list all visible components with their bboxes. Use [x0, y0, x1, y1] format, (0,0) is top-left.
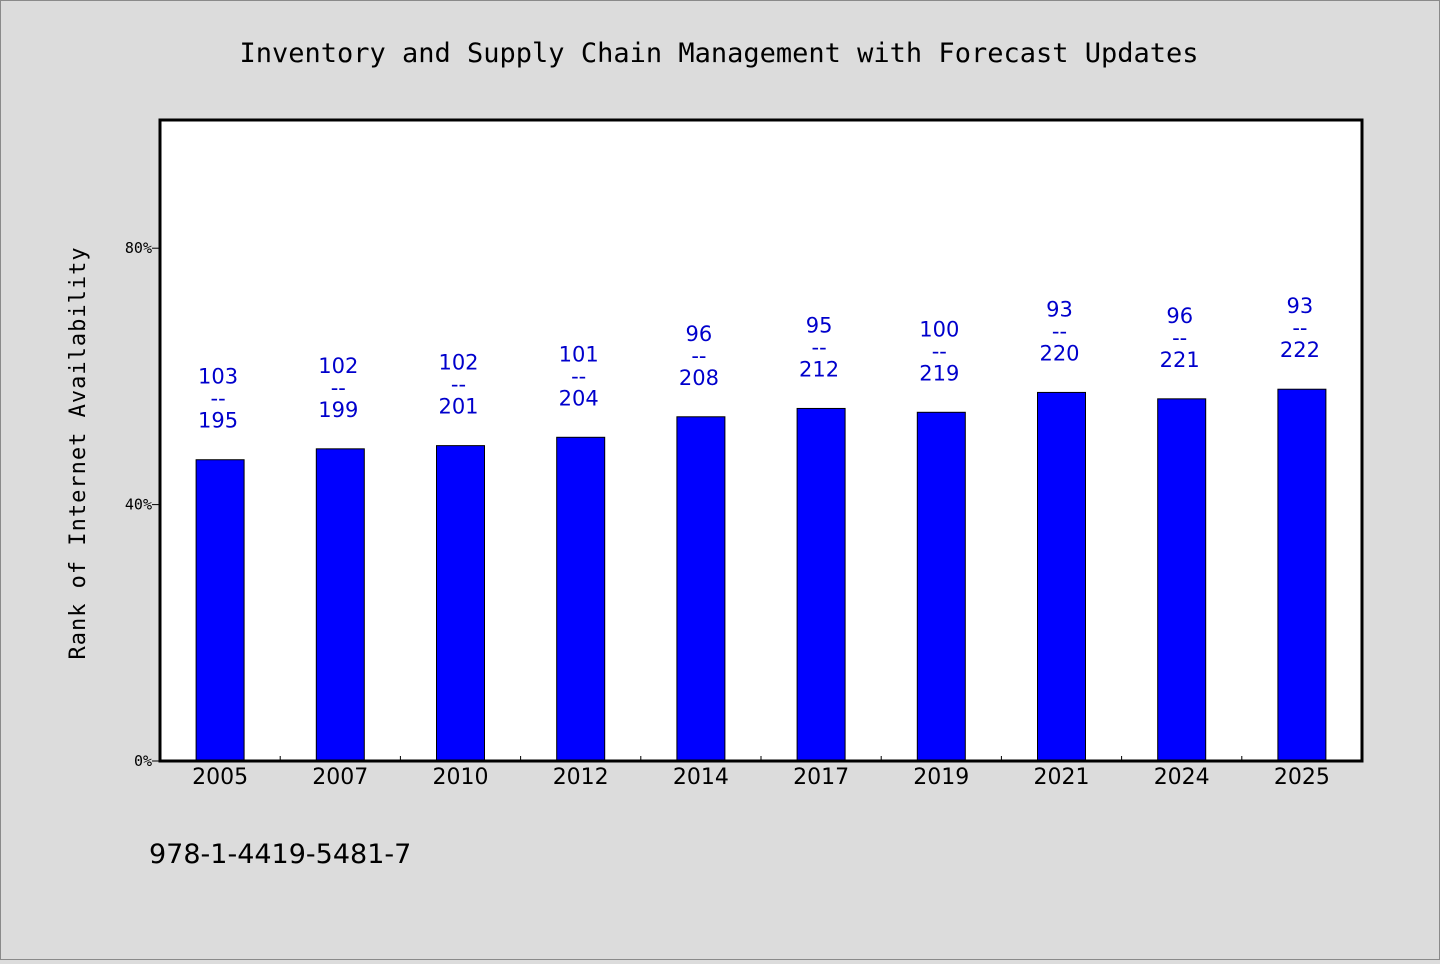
- data-label-2021-numerator: 93: [1046, 297, 1073, 321]
- data-label-2007-numerator: 102: [318, 354, 358, 378]
- data-label-2025-separator: --: [1292, 316, 1307, 340]
- bars-layer: [195, 388, 1327, 762]
- x-tick-label-2010: 2010: [433, 765, 489, 790]
- data-label-2014-numerator: 96: [686, 322, 713, 346]
- data-label-2017-numerator: 95: [806, 313, 833, 337]
- x-tick-label-2005: 2005: [192, 765, 248, 790]
- bar-2010: [436, 445, 485, 762]
- y-tick-label: 80%: [125, 239, 152, 257]
- data-label-2021-denominator: 220: [1039, 341, 1079, 365]
- data-label-2024-denominator: 221: [1160, 348, 1200, 372]
- data-label-2014-denominator: 208: [679, 366, 719, 390]
- data-label-2010-denominator: 201: [438, 395, 478, 419]
- x-tick-label-2017: 2017: [793, 765, 849, 790]
- y-tick-label: 40%: [125, 496, 152, 514]
- data-label-2014-separator: --: [691, 344, 706, 368]
- data-label-2019-separator: --: [932, 339, 947, 363]
- bar-2021: [1037, 391, 1086, 762]
- data-label-2010-numerator: 102: [438, 351, 478, 375]
- data-label-2012-separator: --: [571, 364, 586, 388]
- bar-2005: [195, 459, 245, 762]
- data-label-2019-numerator: 100: [919, 317, 959, 341]
- x-tick-label-2014: 2014: [673, 765, 729, 790]
- data-label-2007-denominator: 199: [318, 398, 358, 422]
- bar-2014: [676, 416, 726, 762]
- data-label-2025-numerator: 93: [1287, 294, 1314, 318]
- data-label-2024-numerator: 96: [1166, 304, 1193, 328]
- data-label-2025-denominator: 222: [1280, 338, 1320, 362]
- data-label-2007-separator: --: [331, 376, 346, 400]
- data-label-2017-separator: --: [812, 335, 827, 359]
- y-axis-label: Rank of Internet Availability: [66, 246, 91, 659]
- bar-2025: [1277, 388, 1327, 762]
- x-tick-label-2021: 2021: [1034, 765, 1090, 790]
- data-labels-layer: 103--195102--199102--201101--20496--2089…: [198, 294, 1320, 433]
- bar-2019: [916, 411, 966, 762]
- footer-text: 978-1-4419-5481-7: [149, 839, 411, 870]
- data-label-2005-numerator: 103: [198, 365, 238, 389]
- chart-title: Inventory and Supply Chain Management wi…: [239, 38, 1198, 69]
- data-label-2021-separator: --: [1052, 319, 1067, 343]
- bar-2007: [315, 448, 365, 762]
- y-tick-label: 0%: [134, 752, 152, 770]
- data-label-2010-separator: --: [451, 373, 466, 397]
- x-tick-label-2024: 2024: [1154, 765, 1210, 790]
- y-axis-ticks: 0% 40% 80%: [125, 239, 160, 770]
- data-label-2017-denominator: 212: [799, 357, 839, 381]
- x-tick-label-2025: 2025: [1274, 765, 1330, 790]
- data-label-2012-denominator: 204: [559, 386, 599, 410]
- x-tick-label-2007: 2007: [312, 765, 368, 790]
- data-label-2005-separator: --: [211, 387, 226, 411]
- bar-2012: [556, 436, 606, 762]
- x-tick-label-2019: 2019: [913, 765, 969, 790]
- data-label-2024-separator: --: [1172, 326, 1187, 350]
- bar-2017: [796, 407, 846, 762]
- data-label-2012-numerator: 101: [559, 342, 599, 366]
- x-tick-label-2012: 2012: [553, 765, 609, 790]
- bar-2024: [1157, 398, 1207, 762]
- x-axis-ticks: 2005 2007 2010 2012 2014 2017 2019 2021 2024 2025: [192, 756, 1330, 790]
- data-label-2005-denominator: 195: [198, 409, 238, 433]
- data-label-2019-denominator: 219: [919, 361, 959, 385]
